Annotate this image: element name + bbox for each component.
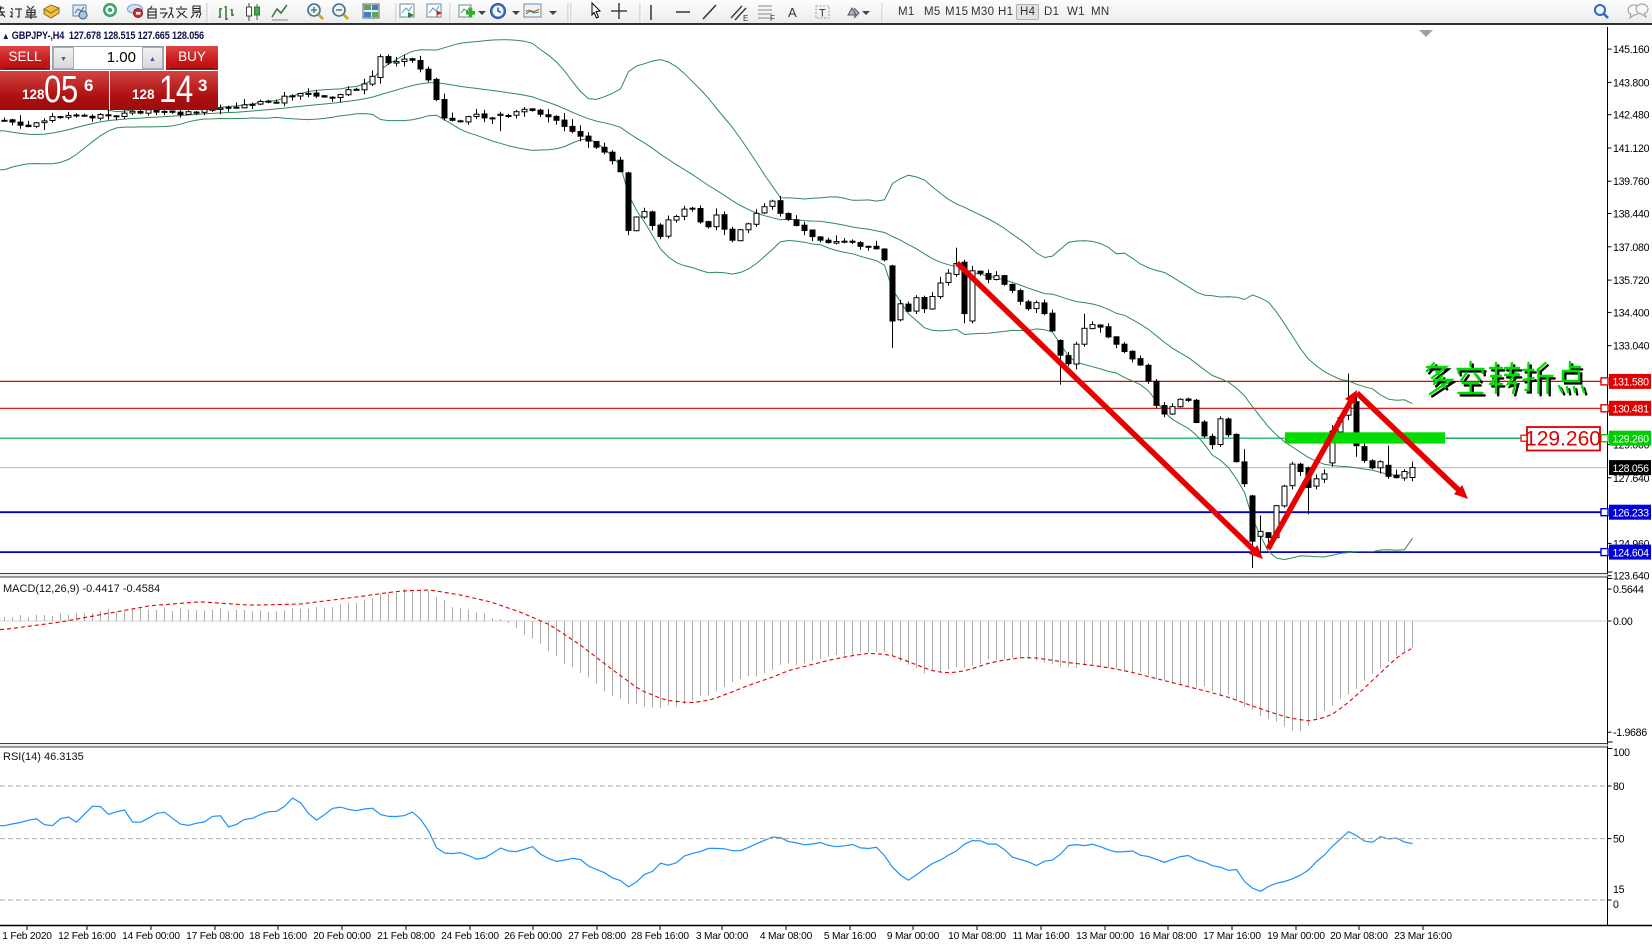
svg-text:143.800: 143.800 bbox=[1613, 77, 1650, 89]
svg-text:124.604: 124.604 bbox=[1613, 547, 1650, 559]
svg-text:123.640: 123.640 bbox=[1613, 571, 1650, 583]
svg-text:-1.9686: -1.9686 bbox=[1613, 727, 1647, 739]
svg-text:20 Feb 00:00: 20 Feb 00:00 bbox=[313, 931, 371, 942]
svg-text:20 Mar 08:00: 20 Mar 08:00 bbox=[1330, 931, 1388, 942]
svg-text:130.481: 130.481 bbox=[1613, 404, 1650, 416]
svg-text:21 Feb 08:00: 21 Feb 08:00 bbox=[377, 931, 435, 942]
svg-text:50: 50 bbox=[1613, 834, 1625, 846]
svg-text:4 Mar 08:00: 4 Mar 08:00 bbox=[760, 931, 813, 942]
svg-text:128.056: 128.056 bbox=[1613, 463, 1650, 475]
svg-text:145.160: 145.160 bbox=[1613, 44, 1650, 56]
svg-text:28 Feb 16:00: 28 Feb 16:00 bbox=[631, 931, 689, 942]
svg-text:129.260: 129.260 bbox=[1525, 428, 1601, 451]
svg-text:26 Feb 00:00: 26 Feb 00:00 bbox=[504, 931, 562, 942]
svg-text:141.120: 141.120 bbox=[1613, 143, 1650, 155]
svg-text:0: 0 bbox=[1613, 899, 1619, 911]
svg-text:E: E bbox=[743, 14, 748, 23]
svg-text:129.260: 129.260 bbox=[1613, 433, 1650, 445]
svg-text:127.640: 127.640 bbox=[1613, 473, 1650, 485]
svg-text:9 Mar 00:00: 9 Mar 00:00 bbox=[887, 931, 940, 942]
svg-text:142.480: 142.480 bbox=[1613, 110, 1650, 122]
svg-text:80: 80 bbox=[1613, 781, 1625, 793]
svg-text:17 Feb 08:00: 17 Feb 08:00 bbox=[186, 931, 244, 942]
svg-text:11 Mar 16:00: 11 Mar 16:00 bbox=[1013, 931, 1070, 942]
svg-text:T: T bbox=[819, 8, 826, 20]
svg-text:F: F bbox=[770, 14, 775, 23]
svg-text:126.233: 126.233 bbox=[1613, 507, 1650, 519]
svg-text:5 Mar 16:00: 5 Mar 16:00 bbox=[824, 931, 877, 942]
svg-text:24 Feb 16:00: 24 Feb 16:00 bbox=[441, 931, 499, 942]
svg-text:0.00: 0.00 bbox=[1613, 616, 1633, 628]
svg-text:RSI(14) 46.3135: RSI(14) 46.3135 bbox=[3, 751, 84, 763]
svg-text:137.080: 137.080 bbox=[1613, 242, 1650, 254]
svg-text:MACD(12,26,9) -0.4417 -0.4584: MACD(12,26,9) -0.4417 -0.4584 bbox=[3, 583, 160, 595]
svg-text:14 Feb 00:00: 14 Feb 00:00 bbox=[122, 931, 180, 942]
svg-text:18 Feb 16:00: 18 Feb 16:00 bbox=[249, 931, 307, 942]
svg-text:19 Mar 00:00: 19 Mar 00:00 bbox=[1267, 931, 1325, 942]
svg-text:A: A bbox=[788, 5, 797, 20]
svg-text:15: 15 bbox=[1613, 884, 1625, 896]
svg-text:1 Feb 2020: 1 Feb 2020 bbox=[2, 931, 52, 942]
svg-text:131.580: 131.580 bbox=[1613, 377, 1650, 389]
svg-text:16 Mar 08:00: 16 Mar 08:00 bbox=[1139, 931, 1197, 942]
svg-text:138.440: 138.440 bbox=[1613, 209, 1650, 221]
svg-text:139.760: 139.760 bbox=[1613, 176, 1650, 188]
svg-text:100: 100 bbox=[1613, 747, 1630, 759]
svg-text:0.5644: 0.5644 bbox=[1613, 584, 1644, 596]
svg-text:3 Mar 00:00: 3 Mar 00:00 bbox=[696, 931, 749, 942]
svg-text:27 Feb 08:00: 27 Feb 08:00 bbox=[568, 931, 626, 942]
svg-text:10 Mar 08:00: 10 Mar 08:00 bbox=[948, 931, 1006, 942]
svg-text:17 Mar 16:00: 17 Mar 16:00 bbox=[1203, 931, 1261, 942]
svg-text:12 Feb 16:00: 12 Feb 16:00 bbox=[58, 931, 116, 942]
svg-text:23 Mar 16:00: 23 Mar 16:00 bbox=[1394, 931, 1452, 942]
svg-text:13 Mar 00:00: 13 Mar 00:00 bbox=[1076, 931, 1134, 942]
svg-text:135.720: 135.720 bbox=[1613, 275, 1650, 287]
svg-text:133.040: 133.040 bbox=[1613, 341, 1650, 353]
svg-text:134.400: 134.400 bbox=[1613, 307, 1650, 319]
